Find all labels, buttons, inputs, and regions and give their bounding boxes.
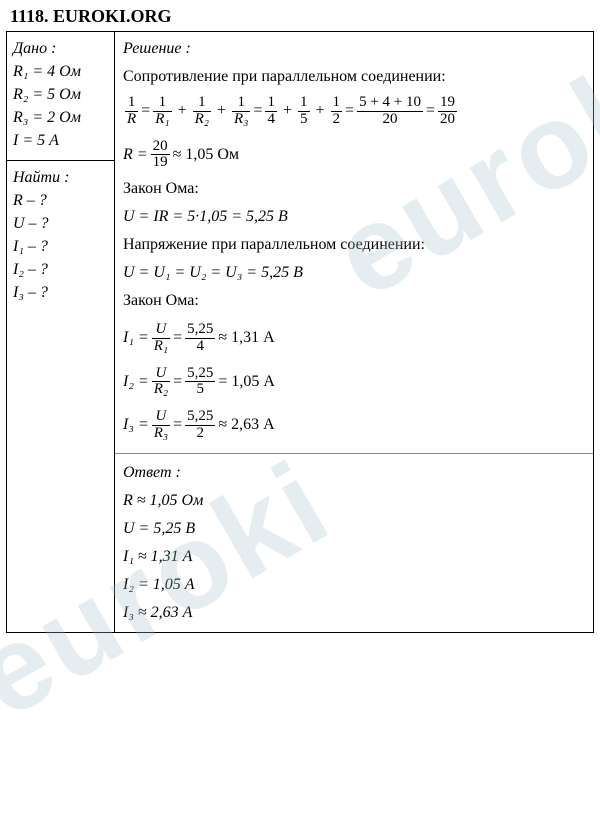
solution-column: Решение : Сопротивление при параллельном…	[115, 32, 593, 632]
r-calc: R = 2019 ≈ 1,05 Ом	[123, 139, 585, 172]
given-title: Дано :	[13, 39, 108, 59]
solution-text: Сопротивление при параллельном соединени…	[123, 67, 585, 87]
answer-title: Ответ :	[123, 463, 585, 483]
problem-table: Дано : R₁ = 4 Ом R₂ = 5 Ом R₃ = 2 Ом I =…	[6, 31, 594, 633]
find-box: Найти : R – ? U – ? I₁ – ? I₂ – ? I₃ – ?	[7, 161, 114, 312]
answer-line: I₂ = 1,05 А	[123, 575, 585, 595]
solution-title: Решение :	[123, 39, 585, 59]
u-calc: U = IR = 5·1,05 = 5,25 В	[123, 207, 585, 227]
answer-line: R ≈ 1,05 Ом	[123, 491, 585, 511]
parallel-fraction-eq: 1R = 1R₁ + 1R₂ + 1R₃ = 14 + 15 + 12 = 5 …	[123, 95, 585, 128]
u-eq: U = U₁ = U₂ = U₃ = 5,25 В	[123, 263, 585, 283]
given-line: R₂ = 5 Ом	[13, 85, 108, 105]
find-line: I₃ – ?	[13, 283, 108, 303]
find-title: Найти :	[13, 168, 108, 188]
i3-calc: I₃ = UR₃ = 5,252 ≈ 2,63 А	[123, 409, 585, 442]
find-line: I₂ – ?	[13, 260, 108, 280]
i2-calc: I₂ = UR₂ = 5,255 = 1,05 А	[123, 366, 585, 399]
page-title: 1118. EUROKI.ORG	[0, 0, 600, 29]
ohm-title: Закон Ома:	[123, 179, 585, 199]
given-box: Дано : R₁ = 4 Ом R₂ = 5 Ом R₃ = 2 Ом I =…	[7, 32, 114, 161]
i1-calc: I₁ = UR₁ = 5,254 ≈ 1,31 А	[123, 322, 585, 355]
left-column: Дано : R₁ = 4 Ом R₂ = 5 Ом R₃ = 2 Ом I =…	[7, 32, 115, 632]
given-line: R₁ = 4 Ом	[13, 62, 108, 82]
find-line: I₁ – ?	[13, 237, 108, 257]
answer-line: U = 5,25 В	[123, 519, 585, 539]
given-line: I = 5 А	[13, 131, 108, 151]
find-line: U – ?	[13, 214, 108, 234]
voltage-title: Напряжение при параллельном соединении:	[123, 235, 585, 255]
ohm-title-2: Закон Ома:	[123, 291, 585, 311]
answer-separator	[115, 453, 593, 454]
given-line: R₃ = 2 Ом	[13, 108, 108, 128]
answer-line: I₁ ≈ 1,31 А	[123, 547, 585, 567]
answer-line: I₃ ≈ 2,63 А	[123, 603, 585, 623]
find-line: R – ?	[13, 191, 108, 211]
